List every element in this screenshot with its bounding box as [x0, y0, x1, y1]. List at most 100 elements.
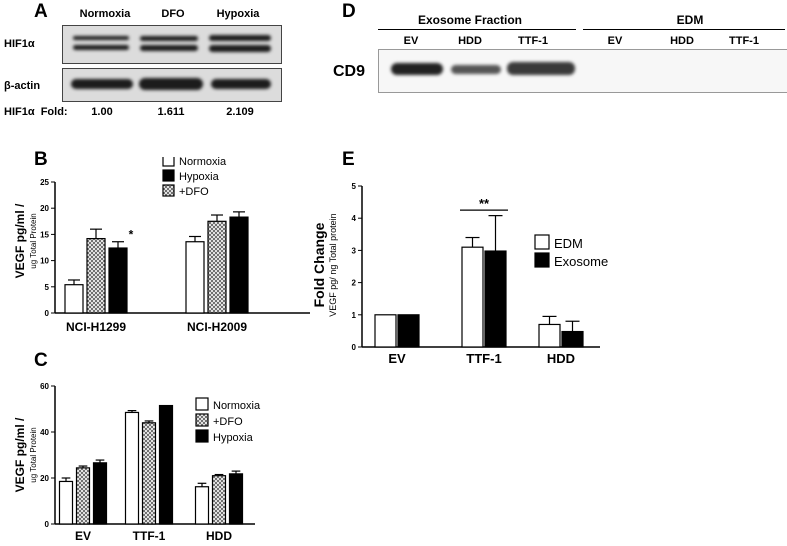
chart-c-ylabel-main: VEGF pg/ml /	[13, 417, 27, 492]
chart-e-ylabel: Fold Change VEGF pg/ ng Total protein	[311, 213, 338, 316]
legend-swatch	[162, 157, 175, 167]
lane-ev-2: EV	[607, 35, 623, 47]
band-hif1a-normoxia-upper	[73, 36, 129, 40]
group-edm-underline	[583, 29, 785, 30]
band-hif1a-dfo-lower	[140, 45, 198, 51]
legend-label: Normoxia	[213, 400, 261, 412]
panel-e-label: E	[342, 149, 355, 170]
panel-d-label: D	[342, 1, 356, 22]
lane-ev-1: EV	[403, 35, 419, 47]
bar	[124, 411, 140, 525]
bar	[158, 404, 174, 525]
band-hif1a-hypoxia-upper	[209, 35, 271, 41]
bar	[538, 323, 561, 348]
group-exosome-fraction: Exosome Fraction	[417, 13, 523, 27]
significance-mark: **	[479, 196, 490, 211]
bar	[561, 330, 584, 348]
y-tick-label: 5	[45, 283, 50, 292]
legend-swatch	[195, 429, 209, 443]
bar	[461, 246, 484, 348]
y-tick-label: 20	[40, 474, 49, 483]
bar	[374, 314, 397, 348]
chart-c: VEGF pg/ml / ug Total Protein 0 20 40 60 EV T…	[13, 382, 261, 543]
band-cd9-ev	[391, 63, 443, 75]
legend-label: Exosome	[554, 254, 608, 269]
bar	[194, 486, 210, 525]
band-cd9-hdd	[451, 65, 501, 74]
lane-ttf1-1: TTF-1	[518, 35, 548, 47]
legend-label: EDM	[554, 236, 583, 251]
band-hif1a-normoxia-lower	[73, 45, 129, 50]
y-tick-label: 25	[40, 178, 49, 187]
chart-b-ylabel: VEGF pg/ml / ug Total Protein	[13, 203, 38, 278]
legend-swatch	[534, 252, 550, 268]
lane-hdd-2: HDD	[670, 35, 694, 47]
category-label: HDD	[206, 529, 232, 543]
y-tick-label: 20	[40, 204, 49, 213]
bar	[211, 475, 227, 525]
y-tick-label: 10	[40, 257, 49, 266]
fold-value-dfo: 1.611	[157, 106, 185, 118]
category-label: HDD	[547, 351, 575, 366]
band-actin-hypoxia	[211, 79, 271, 89]
legend-swatch	[195, 397, 209, 411]
legend-label: +DFO	[213, 416, 243, 428]
blot-beta-actin	[62, 68, 282, 102]
bar	[64, 284, 84, 314]
y-tick-label: 0	[45, 520, 50, 529]
bar	[108, 247, 128, 314]
y-tick-label: 15	[40, 230, 49, 239]
y-tick-label: 0	[45, 309, 50, 318]
chart-b-ylabel-main: VEGF pg/ml /	[13, 203, 27, 278]
category-label: TTF-1	[466, 351, 501, 366]
condition-normoxia: Normoxia	[79, 8, 131, 20]
band-actin-dfo	[139, 78, 203, 90]
y-tick-label: 2	[352, 279, 357, 288]
category-label: TTF-1	[133, 529, 166, 543]
panel-c-label: C	[34, 350, 48, 371]
band-hif1a-dfo-upper	[140, 36, 198, 41]
significance-mark: *	[129, 228, 134, 242]
condition-hypoxia: Hypoxia	[216, 8, 260, 20]
panel-d: D Exosome Fraction EDM EV HDD TTF-1 EV H…	[330, 0, 787, 110]
legend-swatch	[162, 184, 175, 197]
lane-ttf1-2: TTF-1	[729, 35, 759, 47]
group-edm: EDM	[676, 13, 704, 27]
chart-e-ylabel-sub: VEGF pg/ ng Total protein	[328, 213, 338, 316]
y-tick-label: 5	[352, 182, 357, 191]
bar	[397, 314, 420, 348]
panel-a-label: A	[34, 1, 48, 22]
bar	[229, 216, 249, 314]
chart-b: VEGF pg/ml / ug Total Protein 0 5 10 15 20 25…	[13, 157, 310, 334]
condition-dfo: DFO	[161, 8, 185, 20]
chart-b-ylabel-sub: ug Total Protein	[29, 213, 38, 268]
bar	[484, 250, 507, 348]
category-label: NCI-H1299	[66, 320, 126, 334]
bar	[207, 220, 227, 314]
panel-b-label: B	[34, 149, 48, 170]
band-cd9-ttf1	[507, 62, 575, 75]
chart-c-ylabel: VEGF pg/ml / ug Total Protein	[13, 417, 38, 492]
row-label-hif1a: HIF1α	[4, 38, 35, 50]
legend-label: Normoxia	[179, 157, 227, 168]
legend-swatch	[534, 234, 550, 250]
panel-a: A Normoxia DFO Hypoxia HIF1α β-actin HIF…	[0, 0, 300, 125]
row-label-cd9: CD9	[333, 63, 366, 80]
legend-swatch	[162, 169, 175, 182]
bar	[86, 237, 106, 314]
bar	[58, 480, 74, 525]
row-label-beta-actin: β-actin	[4, 80, 41, 92]
fold-label: HIF1α Fold:	[4, 106, 68, 118]
legend-label: Hypoxia	[213, 432, 254, 444]
chart-e-ylabel-main: Fold Change	[311, 222, 327, 307]
band-actin-normoxia	[71, 79, 133, 89]
bar	[75, 467, 91, 525]
legend-label: Hypoxia	[179, 171, 220, 183]
bar	[228, 473, 244, 525]
blot-hif1a	[62, 25, 282, 64]
blot-cd9	[378, 49, 787, 93]
fold-value-hypoxia: 2.109	[226, 106, 254, 118]
y-tick-label: 40	[40, 428, 49, 437]
fold-value-normoxia: 1.00	[91, 106, 113, 118]
category-label: EV	[75, 529, 91, 543]
